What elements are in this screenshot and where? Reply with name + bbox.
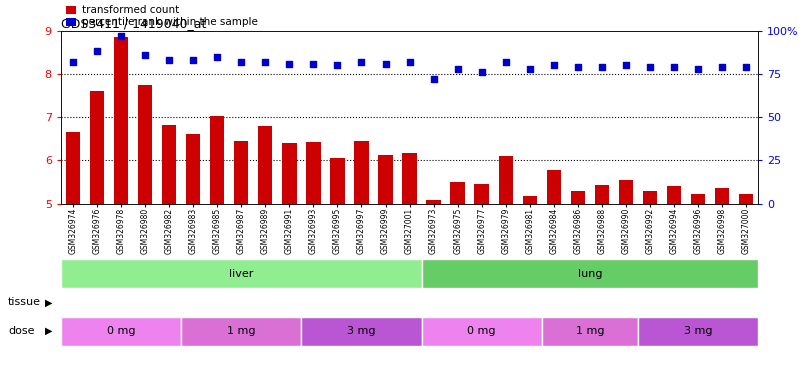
Bar [643, 190, 657, 204]
Bar [422, 317, 542, 346]
Bar [739, 194, 753, 204]
Bar [378, 155, 393, 204]
Point [595, 64, 608, 70]
Point [572, 64, 585, 70]
Point [139, 52, 152, 58]
Bar [450, 182, 465, 204]
Text: 3 mg: 3 mg [347, 326, 375, 336]
Bar [306, 142, 320, 204]
Point [451, 66, 464, 72]
Text: liver: liver [229, 268, 253, 279]
Point [355, 59, 368, 65]
Bar [402, 152, 417, 204]
Bar [715, 189, 729, 204]
Point [331, 62, 344, 68]
Point [740, 64, 753, 70]
Bar [162, 125, 176, 204]
Bar [499, 156, 513, 204]
Bar [138, 85, 152, 204]
Point [90, 48, 103, 55]
Point [307, 60, 320, 67]
Text: GDS3411 / 1419040_at: GDS3411 / 1419040_at [61, 17, 206, 30]
Point [547, 62, 560, 68]
Bar [258, 126, 272, 204]
Point [67, 59, 79, 65]
Bar [186, 134, 200, 204]
Bar [638, 317, 758, 346]
Bar [667, 186, 681, 204]
Bar [234, 141, 248, 204]
Bar [302, 317, 422, 346]
Bar [66, 132, 80, 204]
Text: lung: lung [577, 268, 603, 279]
Bar [522, 196, 537, 204]
Bar [354, 141, 369, 204]
Bar [571, 190, 585, 204]
Bar [90, 91, 104, 204]
Text: 3 mg: 3 mg [684, 326, 712, 336]
Bar [619, 180, 633, 204]
Point [187, 57, 200, 63]
Bar [594, 185, 609, 204]
Text: dose: dose [8, 326, 35, 336]
Text: 1 mg: 1 mg [576, 326, 604, 336]
Point [114, 33, 127, 39]
Point [523, 66, 536, 72]
Text: 0 mg: 0 mg [467, 326, 496, 336]
Point [475, 69, 488, 75]
Point [379, 60, 392, 67]
Bar [422, 259, 758, 288]
Bar [330, 158, 345, 204]
Bar [427, 200, 441, 204]
Text: 1 mg: 1 mg [227, 326, 255, 336]
Bar [114, 37, 128, 204]
Point [716, 64, 729, 70]
Point [259, 59, 272, 65]
Point [692, 66, 705, 72]
Bar [474, 184, 489, 204]
Legend: transformed count, percentile rank within the sample: transformed count, percentile rank withi… [66, 5, 258, 27]
Bar [691, 194, 706, 204]
Point [211, 53, 224, 60]
Point [234, 59, 247, 65]
Point [667, 64, 680, 70]
Text: 0 mg: 0 mg [107, 326, 135, 336]
Point [500, 59, 513, 65]
Bar [181, 317, 302, 346]
Text: tissue: tissue [8, 297, 41, 308]
Point [427, 76, 440, 82]
Point [283, 60, 296, 67]
Bar [547, 170, 561, 204]
Bar [542, 317, 638, 346]
Bar [210, 116, 225, 204]
Point [162, 57, 175, 63]
Point [620, 62, 633, 68]
Point [403, 59, 416, 65]
Bar [61, 317, 181, 346]
Text: ▶: ▶ [45, 297, 53, 308]
Text: ▶: ▶ [45, 326, 53, 336]
Point [644, 64, 657, 70]
Bar [61, 259, 422, 288]
Bar [282, 143, 297, 204]
